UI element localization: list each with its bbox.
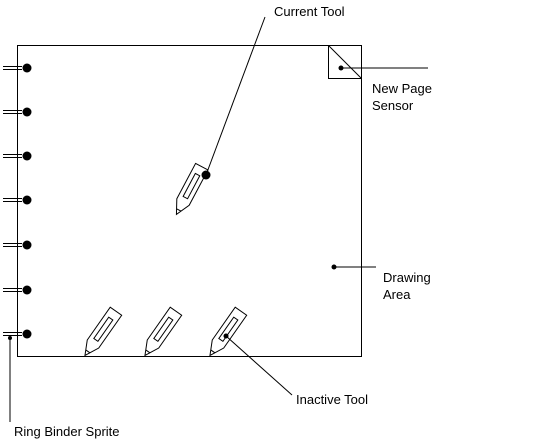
current-tool-label: Current Tool — [274, 4, 345, 19]
current-tool-leader — [205, 16, 266, 176]
inactive-tool-label: Inactive Tool — [296, 392, 369, 407]
new-page-sensor-label-line2: Sensor — [372, 98, 414, 113]
ring-binder-sprite-label: Ring Binder Sprite — [14, 424, 120, 439]
new-page-sensor-label-line1: New Page — [372, 81, 432, 96]
inactive-tool-leader — [225, 335, 293, 396]
drawing-area-label-line1: Drawing — [383, 270, 431, 285]
drawing-area-label-line2: Area — [383, 287, 411, 302]
new-page-sensor[interactable] — [328, 45, 362, 79]
